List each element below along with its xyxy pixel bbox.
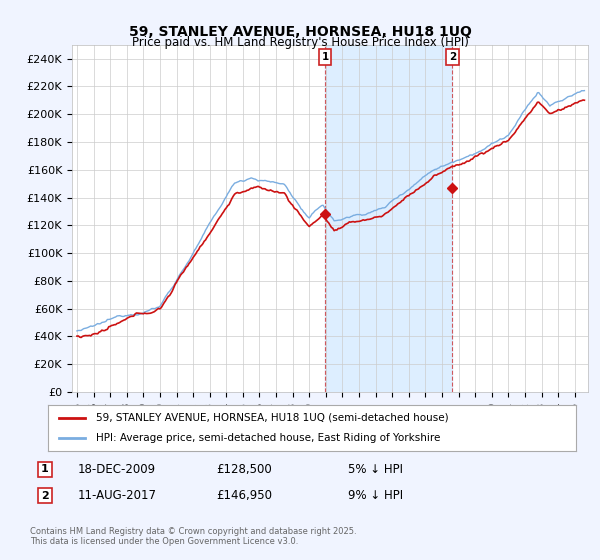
Text: 5% ↓ HPI: 5% ↓ HPI xyxy=(348,463,403,476)
Text: Contains HM Land Registry data © Crown copyright and database right 2025.
This d: Contains HM Land Registry data © Crown c… xyxy=(30,526,356,546)
Text: 1: 1 xyxy=(322,52,329,62)
Text: £146,950: £146,950 xyxy=(216,489,272,502)
Text: 1: 1 xyxy=(41,464,49,474)
Text: HPI: Average price, semi-detached house, East Riding of Yorkshire: HPI: Average price, semi-detached house,… xyxy=(95,433,440,443)
Text: 9% ↓ HPI: 9% ↓ HPI xyxy=(348,489,403,502)
Text: 59, STANLEY AVENUE, HORNSEA, HU18 1UQ: 59, STANLEY AVENUE, HORNSEA, HU18 1UQ xyxy=(128,25,472,39)
Bar xyxy=(325,45,452,392)
Text: £128,500: £128,500 xyxy=(216,463,272,476)
Text: Price paid vs. HM Land Registry's House Price Index (HPI): Price paid vs. HM Land Registry's House … xyxy=(131,36,469,49)
Text: 59, STANLEY AVENUE, HORNSEA, HU18 1UQ (semi-detached house): 59, STANLEY AVENUE, HORNSEA, HU18 1UQ (s… xyxy=(95,413,448,423)
Text: 2: 2 xyxy=(449,52,456,62)
Text: 11-AUG-2017: 11-AUG-2017 xyxy=(78,489,157,502)
Text: 18-DEC-2009: 18-DEC-2009 xyxy=(78,463,156,476)
Text: 2: 2 xyxy=(41,491,49,501)
